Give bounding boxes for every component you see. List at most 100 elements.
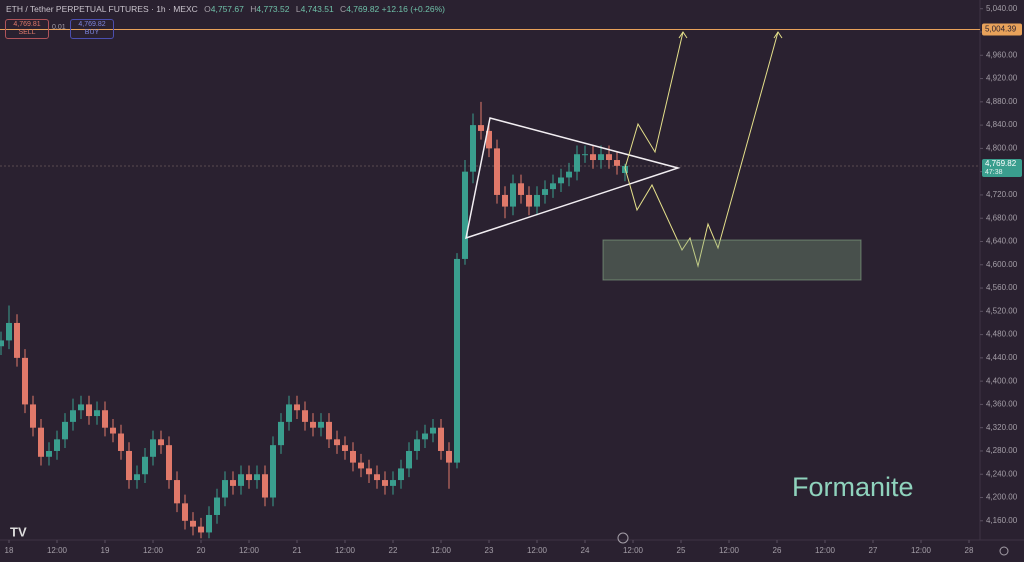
candle-body	[406, 450, 412, 469]
candle-body	[382, 480, 388, 486]
candle-body	[118, 433, 124, 451]
price-line-label: 5,004.39	[985, 25, 1017, 34]
buy-label: BUY	[84, 29, 100, 36]
projection-down	[624, 31, 779, 268]
candle-body	[438, 427, 444, 451]
candle-body	[502, 194, 508, 207]
candle-body	[510, 183, 516, 207]
candle-body	[590, 154, 596, 161]
candle-body	[126, 450, 132, 481]
y-tick-label: 4,560.00	[986, 283, 1018, 292]
candle-body	[150, 439, 156, 457]
candle-body	[422, 433, 428, 440]
candle-body	[54, 439, 60, 451]
candle-body	[286, 404, 292, 422]
candle-body	[166, 445, 172, 481]
candle-body	[478, 125, 484, 131]
candle-body	[182, 503, 188, 521]
candle-body	[78, 404, 84, 411]
y-tick-label: 4,440.00	[986, 353, 1018, 362]
candle-body	[62, 421, 68, 440]
x-tick-label: 18	[5, 546, 14, 555]
x-tick-label: 27	[869, 546, 878, 555]
candle-body	[446, 450, 452, 463]
demand-zone	[602, 239, 862, 281]
candle-body	[310, 421, 316, 428]
candle-body	[542, 189, 548, 195]
triangle-pattern	[465, 117, 681, 240]
x-tick-label: 12:00	[239, 546, 260, 555]
sell-label: SELL	[18, 29, 36, 36]
candle-body	[158, 439, 164, 446]
x-tick-label: 25	[677, 546, 686, 555]
y-tick-label: 4,600.00	[986, 260, 1018, 269]
candle-body	[230, 480, 236, 486]
x-tick-label: 12:00	[911, 546, 932, 555]
candle-body	[454, 258, 460, 463]
logo: TV	[10, 524, 27, 539]
buy-button[interactable]: 4,769.82 BUY	[70, 19, 114, 39]
y-tick-label: 4,880.00	[986, 97, 1018, 106]
sell-button[interactable]: 4,769.81 SELL	[5, 19, 49, 39]
candle-body	[0, 340, 4, 347]
candle-body	[334, 439, 340, 446]
candle-body	[94, 410, 100, 417]
candle-body	[14, 322, 20, 358]
candle-body	[134, 474, 140, 481]
candle-body	[390, 480, 396, 486]
candle-body	[606, 154, 612, 161]
candle-body	[414, 439, 420, 451]
settings-icon	[999, 546, 1009, 556]
y-tick-label: 4,920.00	[986, 74, 1018, 83]
x-tick-label: 12:00	[47, 546, 68, 555]
ohlc-key: L	[295, 4, 301, 14]
candle-body	[270, 445, 276, 498]
candle-body	[518, 183, 524, 195]
candle-body	[254, 474, 260, 481]
candle-body	[342, 445, 348, 451]
candle-body	[174, 480, 180, 504]
x-tick-label: 12:00	[815, 546, 836, 555]
candle-body	[614, 160, 620, 166]
x-tick-label: 20	[197, 546, 206, 555]
candle-body	[494, 148, 500, 195]
candle-body	[550, 183, 556, 190]
candle-body	[582, 154, 588, 156]
candle-body	[222, 480, 228, 498]
y-tick-label: 4,400.00	[986, 376, 1018, 385]
spread: 0.01	[52, 24, 66, 31]
x-tick-label: 12:00	[719, 546, 740, 555]
ohlc-key: H	[250, 4, 257, 14]
candle-body	[30, 404, 36, 428]
candle-body	[198, 526, 204, 533]
candle-body	[526, 194, 532, 207]
x-tick-label: 22	[389, 546, 398, 555]
candle-body	[374, 474, 380, 481]
x-tick-label: 28	[965, 546, 974, 555]
candle-body	[326, 421, 332, 440]
y-tick-label: 4,360.00	[986, 400, 1018, 409]
x-tick-label: 26	[773, 546, 782, 555]
y-tick-label: 5,040.00	[986, 4, 1018, 13]
y-tick-label: 4,240.00	[986, 469, 1018, 478]
countdown: 47:38	[985, 169, 1003, 176]
candle-body	[46, 450, 52, 457]
ohlc-value: 4,757.67	[210, 4, 244, 14]
candle-body	[190, 520, 196, 527]
candle-body	[278, 421, 284, 446]
y-tick-label: 4,160.00	[986, 516, 1018, 525]
x-tick-label: 12:00	[143, 546, 164, 555]
y-tick-label: 4,280.00	[986, 446, 1018, 455]
last-price-tag	[982, 158, 1022, 177]
ohlc-value: 4,769.82	[346, 4, 380, 14]
candle-body	[214, 497, 220, 515]
x-tick-label: 12:00	[335, 546, 356, 555]
x-tick-label: 12:00	[527, 546, 548, 555]
candle-body	[70, 410, 76, 422]
candle-body	[318, 421, 324, 428]
replay-icon	[617, 532, 629, 544]
ohlc-key: C	[340, 4, 347, 14]
